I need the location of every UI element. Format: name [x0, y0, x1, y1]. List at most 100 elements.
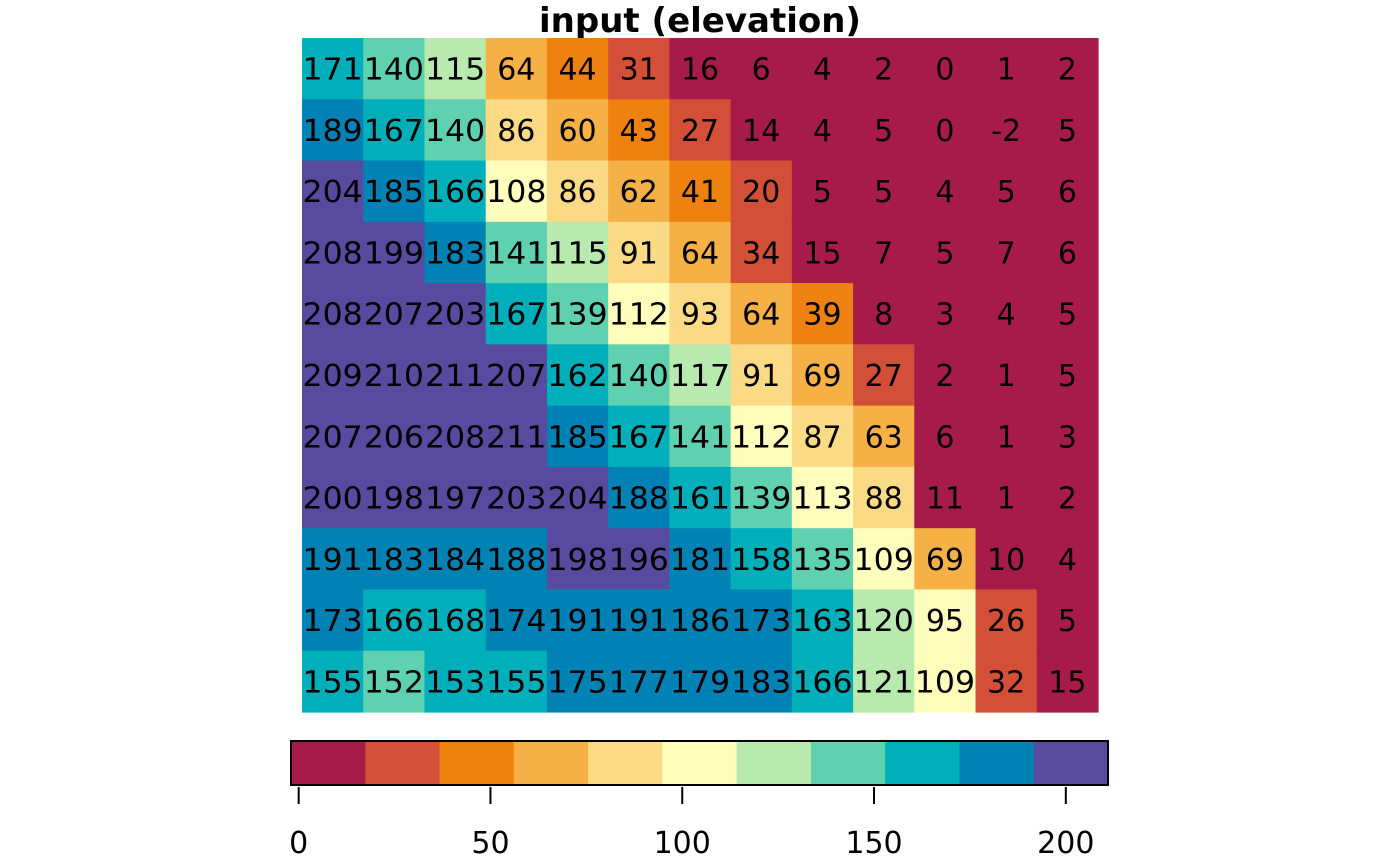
raster-cell	[669, 99, 732, 162]
cell-value-label: 1	[997, 53, 1016, 88]
raster-cell	[975, 650, 1038, 713]
raster-cell	[1036, 283, 1099, 345]
raster-cell	[791, 466, 854, 529]
raster-cell	[302, 405, 364, 468]
raster-cell	[914, 650, 977, 713]
cell-value-label: 188	[486, 543, 546, 578]
cell-value-label: 15	[1048, 665, 1086, 700]
legend-swatch	[365, 741, 441, 785]
raster-cell	[914, 528, 977, 591]
raster-cell	[853, 405, 915, 468]
cell-value-label: 2	[1058, 53, 1077, 88]
raster-cell	[1036, 221, 1099, 284]
cell-value-label: 175	[547, 665, 607, 700]
cell-value-label: 185	[547, 420, 607, 455]
raster-cell	[424, 221, 487, 284]
raster-cell	[914, 160, 977, 223]
raster-cell	[975, 283, 1038, 345]
raster-cell	[730, 650, 793, 713]
raster-cell	[730, 466, 793, 529]
raster-cell	[302, 221, 364, 284]
raster-cell	[914, 38, 977, 100]
cell-value-label: 6	[1058, 175, 1077, 210]
legend-tick-label: 100	[654, 826, 711, 861]
raster-cell	[853, 528, 915, 591]
cell-value-label: 120	[854, 604, 914, 639]
cell-value-label: 139	[731, 482, 791, 517]
raster-cell	[669, 650, 732, 713]
cell-value-label: 161	[670, 482, 730, 517]
cell-value-label: 6	[935, 420, 954, 455]
cell-value-label: 87	[803, 420, 841, 455]
cell-value-label: 88	[865, 482, 903, 517]
raster-cell	[546, 466, 609, 529]
raster-cell	[1036, 99, 1099, 162]
cell-value-label: 167	[609, 420, 669, 455]
legend-swatch	[959, 741, 1035, 785]
cell-value-label: 8	[874, 298, 893, 333]
cell-value-label: 4	[813, 53, 832, 88]
raster-cell	[914, 589, 977, 652]
raster-cell	[363, 99, 426, 162]
cell-value-label: 191	[303, 543, 363, 578]
cell-value-label: 14	[742, 114, 780, 149]
raster-cell	[363, 344, 426, 407]
cell-value-label: 115	[547, 236, 607, 271]
cell-value-label: 206	[364, 420, 424, 455]
raster-cell	[424, 283, 487, 345]
raster-cell	[424, 650, 487, 713]
cell-value-label: 86	[497, 114, 535, 149]
legend-swatch	[439, 741, 515, 785]
raster-cell	[914, 405, 977, 468]
cell-value-label: 4	[997, 298, 1016, 333]
cell-value-label: 183	[731, 665, 791, 700]
legend-swatch	[513, 741, 589, 785]
cell-value-label: 208	[303, 236, 363, 271]
raster-cell	[669, 589, 732, 652]
legend-tick-label: 0	[289, 826, 308, 861]
raster-cell	[730, 221, 793, 284]
raster-cell	[302, 283, 364, 345]
cell-value-label: 109	[915, 665, 975, 700]
cell-value-label: 34	[742, 236, 780, 271]
cell-value-label: 117	[670, 359, 730, 394]
raster-cell	[669, 528, 732, 591]
raster-cell	[485, 221, 548, 284]
raster-cell	[363, 528, 426, 591]
cell-value-label: 31	[620, 53, 658, 88]
cell-value-label: 174	[486, 604, 546, 639]
cell-value-label: 189	[303, 114, 363, 149]
cell-value-label: 10	[987, 543, 1025, 578]
cell-value-label: 5	[1058, 298, 1077, 333]
cell-value-label: 112	[731, 420, 791, 455]
cell-value-label: 139	[547, 298, 607, 333]
cell-value-label: 6	[752, 53, 771, 88]
raster-cell	[302, 99, 364, 162]
raster-cell	[791, 528, 854, 591]
raster-cell	[546, 160, 609, 223]
raster-cell	[302, 650, 364, 713]
cell-value-label: 199	[364, 236, 424, 271]
cell-value-label: 197	[425, 482, 485, 517]
cell-value-label: 5	[813, 175, 832, 210]
raster-cell	[791, 344, 854, 407]
raster-cell	[608, 528, 670, 591]
cell-value-label: 95	[926, 604, 964, 639]
raster-cell	[546, 221, 609, 284]
raster-cell	[1036, 344, 1099, 407]
cell-value-label: 204	[303, 175, 363, 210]
raster-cell	[302, 38, 364, 100]
raster-cell	[853, 589, 915, 652]
cell-value-label: 183	[425, 236, 485, 271]
cell-value-label: 166	[792, 665, 852, 700]
cell-value-label: 141	[670, 420, 730, 455]
raster-cell	[363, 466, 426, 529]
raster-cell	[975, 405, 1038, 468]
cell-value-label: 181	[670, 543, 730, 578]
cell-value-label: 1	[997, 359, 1016, 394]
cell-value-label: 198	[547, 543, 607, 578]
cell-value-label: 153	[425, 665, 485, 700]
cell-value-label: 179	[670, 665, 730, 700]
raster-cell	[485, 650, 548, 713]
